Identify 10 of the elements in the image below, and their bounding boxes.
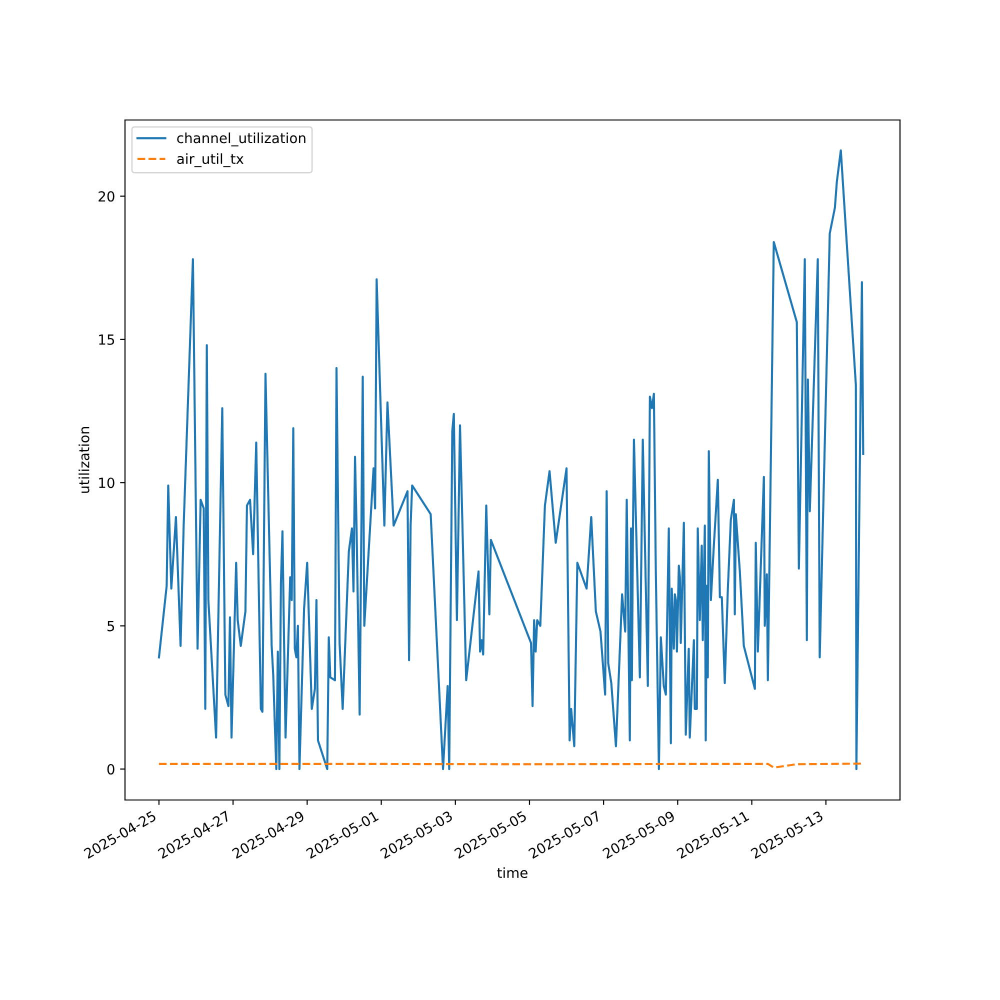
legend-label: channel_utilization [177,132,306,146]
y-tick-label: 10 [99,478,114,488]
legend-label: air_util_tx [177,153,244,168]
y-tick-label: 0 [107,764,114,775]
y-tick-label: 15 [99,334,114,345]
y-tick-label: 5 [108,620,114,632]
y-axis-title: utilization [78,427,90,493]
y-tick-label: 20 [98,191,114,202]
x-axis-title: time [497,867,528,878]
line-series [158,149,864,770]
